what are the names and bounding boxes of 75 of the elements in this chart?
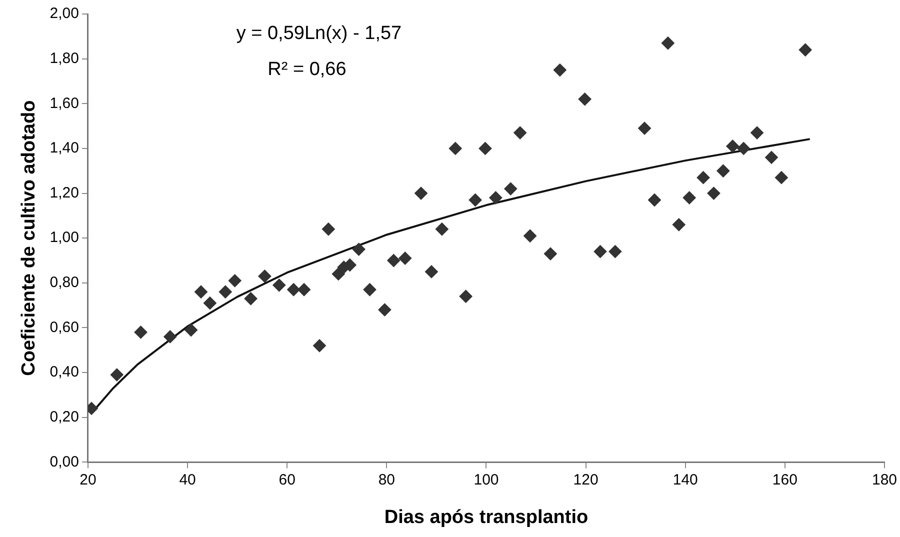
point	[134, 326, 148, 339]
point	[524, 229, 537, 242]
x-tick-label: 120	[573, 471, 598, 488]
point	[322, 222, 335, 236]
point	[110, 368, 124, 382]
point	[398, 252, 412, 265]
annotation: R² = 0,66	[268, 59, 346, 80]
point	[459, 290, 472, 303]
point	[682, 191, 696, 204]
point	[228, 274, 242, 288]
point	[638, 122, 652, 135]
y-tick-label: 0,80	[50, 274, 79, 292]
point	[244, 292, 258, 306]
point	[203, 296, 216, 310]
point	[726, 140, 740, 153]
point	[553, 64, 566, 77]
point	[448, 142, 462, 155]
point	[352, 242, 366, 256]
point	[707, 186, 720, 200]
y-tick-label: 1,40	[50, 140, 79, 157]
point	[272, 278, 286, 292]
point	[544, 247, 557, 260]
point	[312, 339, 326, 352]
point	[478, 142, 492, 155]
point	[287, 283, 300, 296]
point	[378, 303, 392, 316]
point	[774, 171, 788, 184]
x-tick-label: 40	[179, 471, 196, 488]
point	[298, 283, 311, 296]
point	[696, 171, 710, 184]
x-tick-label: 80	[378, 471, 396, 488]
y-tick-label: 1,60	[50, 94, 79, 112]
y-tick-label: 1,20	[50, 184, 79, 202]
x-tick-label: 20	[80, 471, 96, 488]
point	[258, 270, 272, 283]
point	[504, 182, 518, 196]
point	[578, 92, 592, 106]
point	[648, 194, 661, 207]
y-axis-title: Coeficiente de cultivo adotado	[18, 100, 40, 376]
point	[194, 285, 208, 298]
annotation: y = 0,59Ln(x) - 1,57	[236, 23, 402, 44]
point	[514, 126, 527, 140]
point	[764, 150, 778, 164]
y-tick-label: 0,00	[50, 453, 79, 470]
point	[608, 245, 622, 258]
point	[661, 36, 674, 50]
point	[489, 191, 502, 204]
y-tick-label: 1,80	[50, 50, 79, 67]
point	[737, 142, 750, 155]
point	[414, 186, 428, 200]
y-tick-label: 0,40	[50, 364, 79, 381]
x-tick-label: 140	[672, 471, 698, 488]
y-tick-label: 0,60	[50, 318, 79, 336]
point	[435, 222, 448, 236]
point	[716, 164, 730, 178]
point	[184, 323, 198, 336]
point	[468, 194, 482, 207]
point	[363, 283, 376, 296]
point	[387, 254, 400, 268]
point	[164, 330, 177, 344]
x-tick-label: 160	[772, 471, 798, 488]
y-tick-label: 0,20	[50, 408, 79, 426]
point	[750, 126, 764, 140]
x-tick-label: 180	[872, 471, 897, 488]
point	[218, 285, 232, 298]
point	[424, 265, 438, 278]
point	[594, 245, 607, 258]
y-tick-label: 2,00	[50, 5, 79, 22]
point	[798, 43, 812, 56]
y-tick-label: 1,00	[50, 229, 79, 246]
x-tick-label: 100	[474, 471, 499, 488]
point	[672, 218, 686, 232]
x-axis-title: Dias após transplantio	[384, 506, 588, 528]
x-tick-label: 60	[278, 471, 296, 488]
point	[332, 267, 345, 280]
